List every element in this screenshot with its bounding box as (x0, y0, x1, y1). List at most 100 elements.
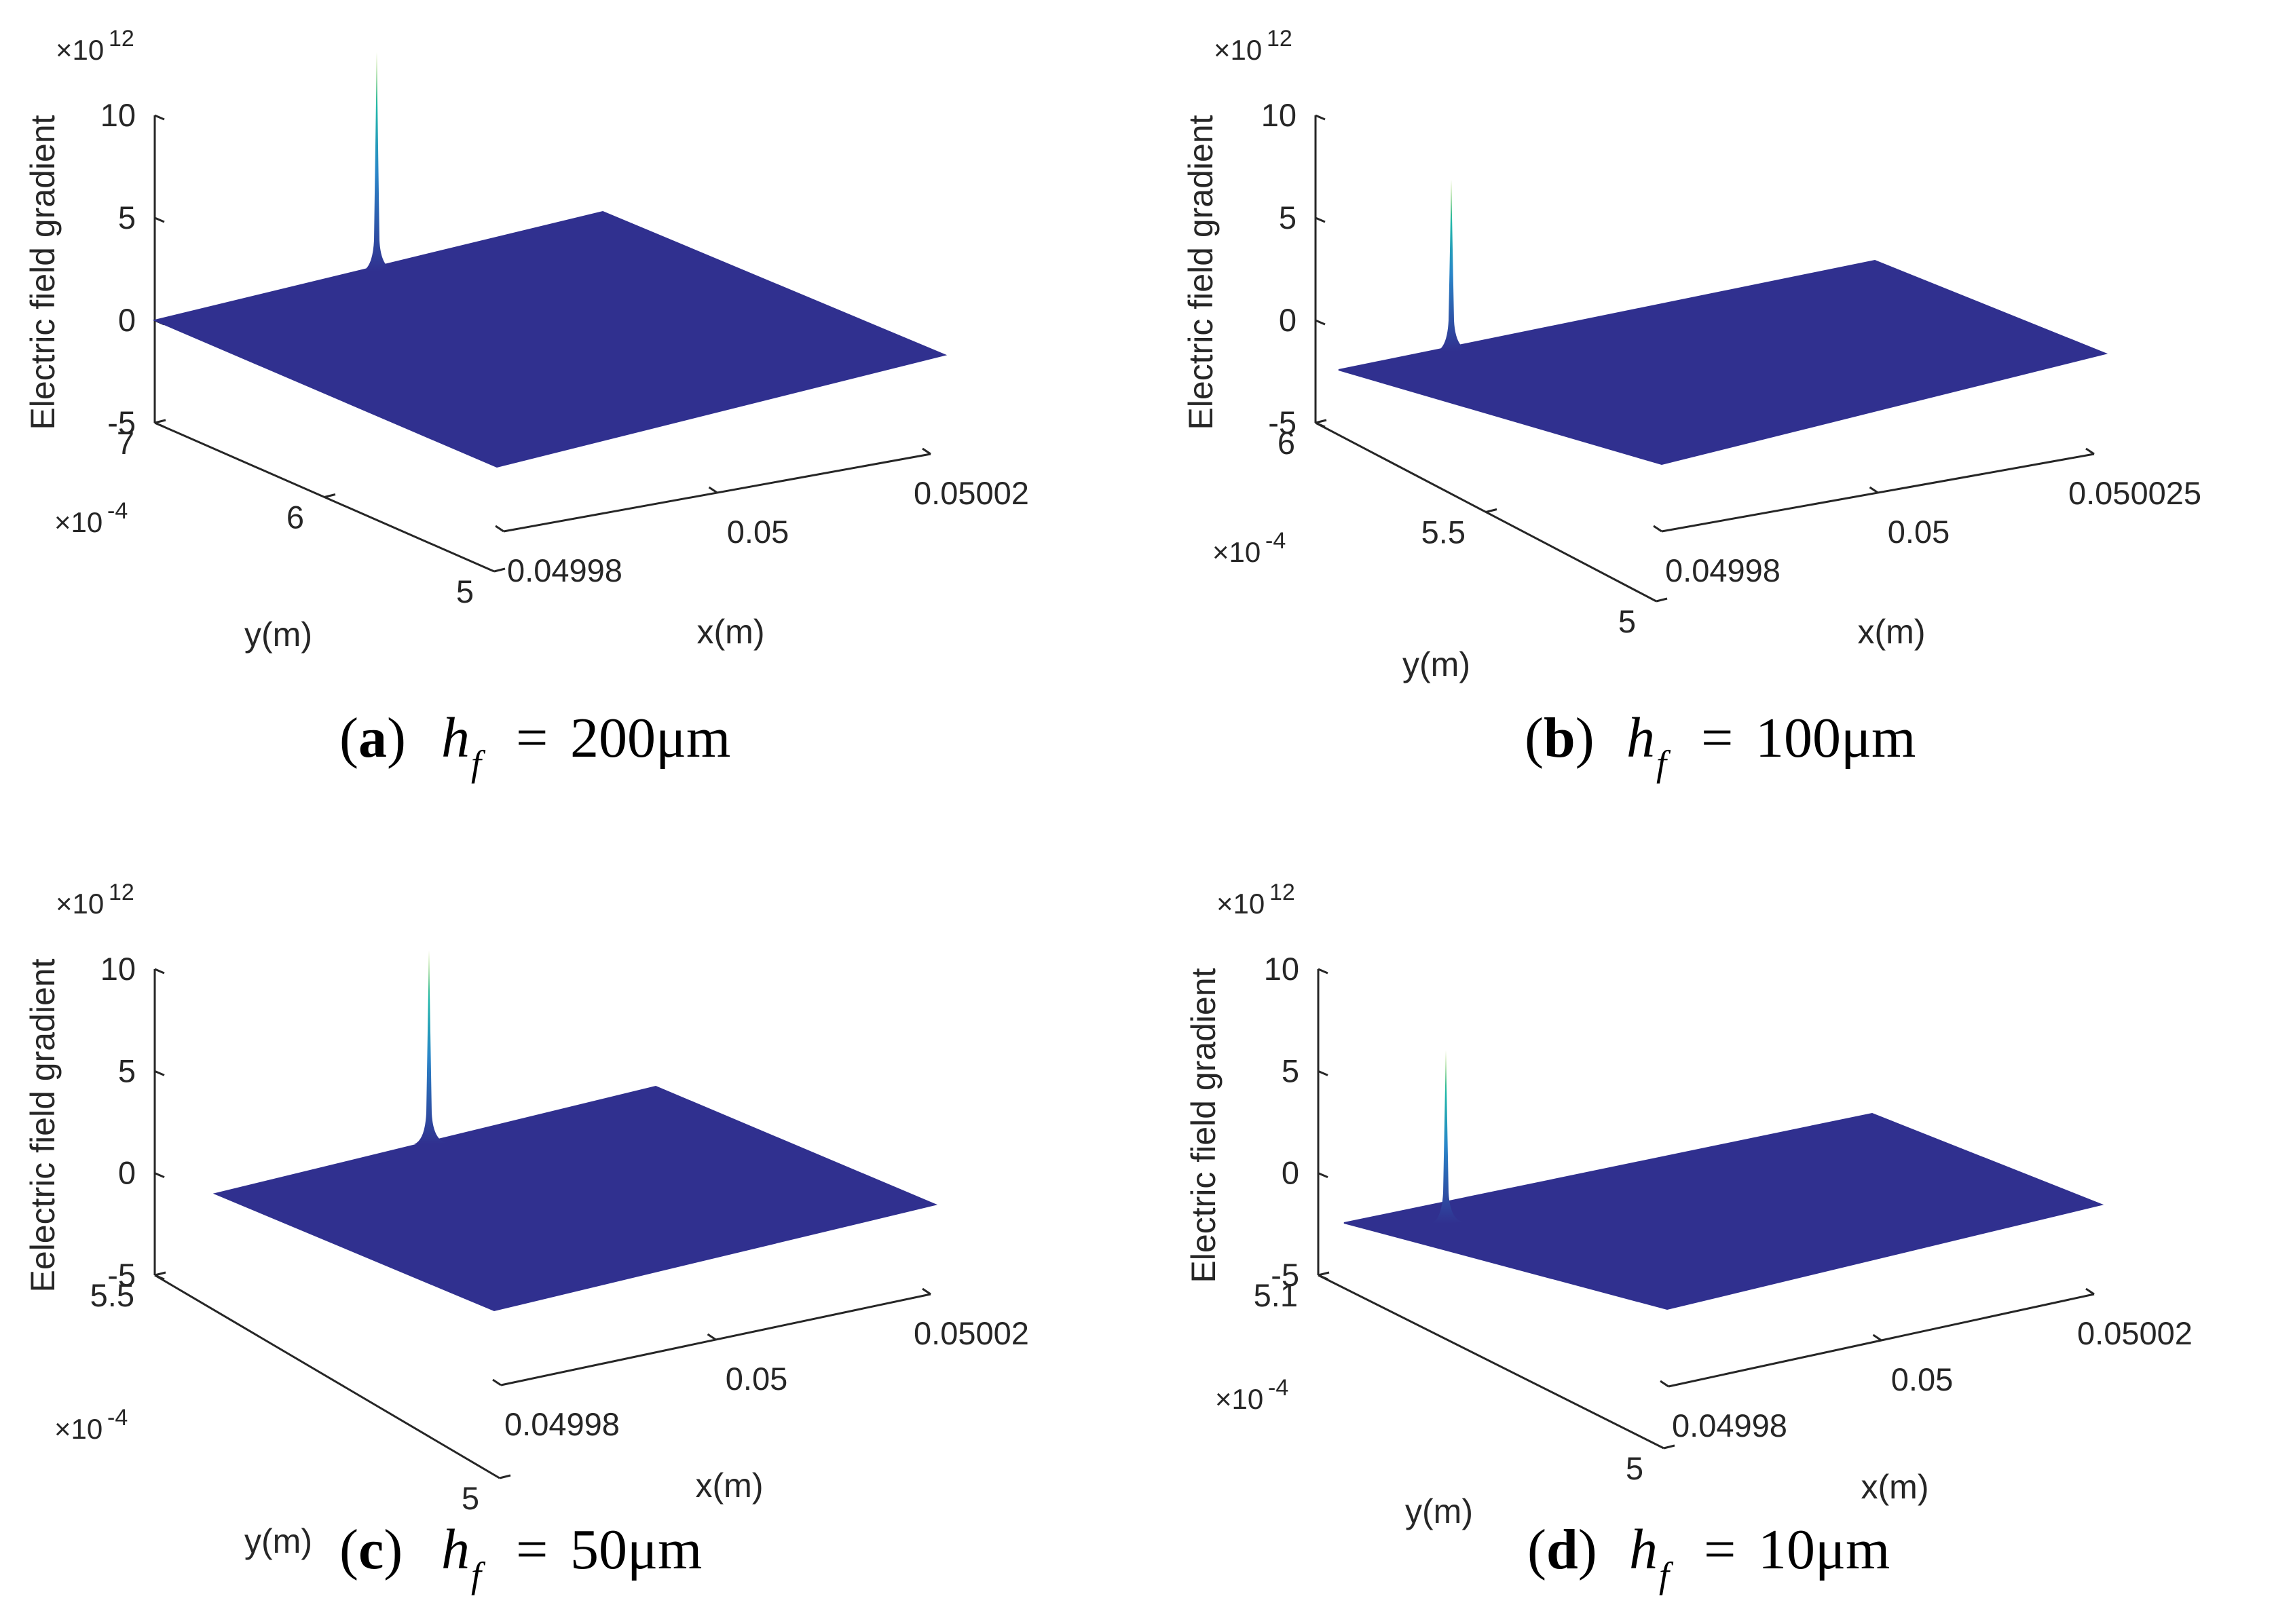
z-tick-mark (1315, 319, 1326, 326)
y-tick-label: 5 (1618, 603, 1636, 639)
x-tick-mark (2085, 447, 2095, 455)
x-tick-label: 0.05 (726, 1361, 787, 1397)
x-tick-label: 0.04998 (1665, 552, 1781, 588)
y-tick-label: 5 (462, 1480, 479, 1516)
x-tick-label: 0.04998 (504, 1406, 620, 1442)
x-axis-label: x(m) (696, 1467, 764, 1505)
peak-spike (414, 950, 447, 1144)
y-tick-mark (499, 1474, 511, 1479)
x-tick-label: 0.05 (1891, 1361, 1953, 1397)
y-exponent: -4 (1268, 1375, 1288, 1401)
caption-variable: h (1629, 1518, 1658, 1581)
caption-paren-open: ( (1525, 706, 1544, 770)
z-tick-label: 5 (118, 200, 136, 235)
caption-variable: h (441, 706, 470, 770)
caption-subscript: f (471, 1555, 486, 1595)
y-multiplier: ×10 (54, 1413, 102, 1445)
x-tick-mark (2085, 1287, 2095, 1296)
y-tick-mark (154, 1271, 166, 1277)
y-tick-mark (1663, 1444, 1675, 1450)
y-tick-label: 7 (117, 425, 134, 461)
peak-spike (362, 52, 394, 272)
caption-variable: h (1626, 706, 1655, 770)
z-exponent: 12 (1269, 880, 1295, 905)
y-tick-mark (154, 419, 166, 424)
y-tick-mark (324, 493, 336, 498)
caption-equals: = (1701, 706, 1733, 770)
caption-letter: c (358, 1518, 384, 1581)
caption-letter: d (1546, 1518, 1578, 1581)
z-tick-label: 0 (1279, 302, 1297, 338)
caption-paren-open: ( (1527, 1518, 1546, 1581)
z-tick-mark (1318, 1172, 1328, 1179)
panel-caption: (d) (1527, 1518, 1597, 1581)
y-tick-label: 5.1 (1254, 1277, 1298, 1313)
z-axis-label: Eelectric field gradient (24, 958, 62, 1292)
z-multiplier: ×10 (1214, 34, 1262, 66)
z-tick-mark (154, 1070, 165, 1076)
x-tick-mark (1872, 1334, 1882, 1342)
y-exponent: -4 (107, 1405, 128, 1431)
z-axis-label: Electric field gradient (1185, 968, 1223, 1283)
x-tick-mark (495, 525, 504, 533)
panel-caption: (a) (339, 706, 406, 770)
z-tick-label: -5 (107, 404, 136, 440)
x-tick-mark (922, 447, 931, 455)
y-tick-label: 6 (1278, 425, 1295, 461)
surface-plane (152, 210, 948, 468)
z-tick-label: 10 (1264, 951, 1299, 987)
y-axis-label: y(m) (244, 1522, 312, 1560)
caption-subscript: f (1656, 743, 1671, 784)
z-tick-label: 5 (1279, 200, 1297, 235)
caption-letter: b (1544, 706, 1576, 770)
y-tick-mark (1315, 419, 1327, 424)
z-tick-label: 10 (100, 951, 136, 987)
y-tick-mark (1318, 1271, 1330, 1277)
y-tick-label: 5 (1626, 1450, 1643, 1486)
z-tick-mark (154, 1172, 165, 1179)
z-tick-label: 0 (118, 302, 136, 338)
y-tick-label: 6 (286, 499, 304, 535)
x-axis-label: x(m) (1861, 1468, 1929, 1506)
y-tick-mark (493, 567, 506, 573)
y-tick-mark (1485, 508, 1497, 513)
z-tick-mark (1315, 216, 1326, 223)
panel-caption: (c) (339, 1518, 403, 1581)
x-tick-label: 0.05 (1888, 514, 1950, 550)
y-multiplier: ×10 (54, 506, 102, 538)
caption-paren-open: ( (339, 706, 358, 770)
x-tick-label: 0.05 (727, 514, 789, 550)
caption-value: 200μm (570, 706, 730, 770)
caption-value: 50μm (570, 1518, 702, 1581)
y-axis-line (154, 1274, 500, 1479)
caption-paren-close: ) (384, 1518, 403, 1581)
x-tick-mark (707, 1333, 717, 1341)
y-tick-mark (1656, 597, 1668, 603)
caption-equals: = (516, 706, 548, 770)
x-tick-mark (1660, 1380, 1669, 1388)
x-tick-label: 0.05002 (2077, 1315, 2193, 1351)
z-tick-mark (1315, 114, 1326, 121)
x-axis-label: x(m) (1858, 613, 1926, 651)
z-axis-label: Electric field gradient (24, 115, 62, 430)
x-axis-label: x(m) (697, 613, 765, 651)
z-tick-mark (154, 114, 165, 121)
surface-plane (212, 1085, 938, 1312)
caption-value: 100μm (1755, 706, 1916, 770)
z-multiplier: ×10 (56, 34, 104, 66)
y-tick-label: 5 (456, 573, 474, 609)
z-tick-label: 10 (1261, 97, 1297, 133)
z-tick-mark (1318, 968, 1328, 975)
y-tick-label: 5.5 (90, 1277, 134, 1313)
caption-subscript: f (471, 743, 486, 784)
caption-value: 10μm (1758, 1518, 1890, 1581)
y-exponent: -4 (1265, 528, 1286, 554)
y-axis-line (1318, 1274, 1664, 1450)
caption-letter: a (358, 706, 387, 770)
surface-plane (1343, 1112, 2104, 1310)
